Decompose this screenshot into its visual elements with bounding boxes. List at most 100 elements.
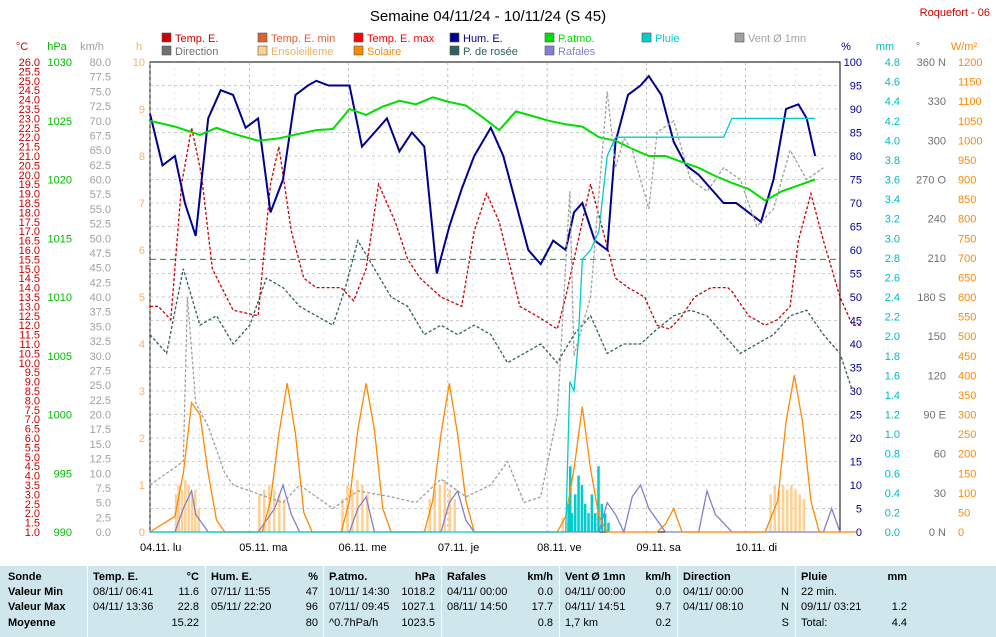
sunshine-bar	[197, 508, 200, 532]
stats-max-date: 07/11/ 09:45	[329, 601, 390, 613]
legend-swatch	[353, 45, 364, 56]
stats-max-value: 9.7	[655, 601, 671, 613]
tick-wind: 75.0	[90, 86, 111, 98]
sunshine-bar	[433, 489, 436, 532]
tick-temp: 5.5	[25, 442, 40, 454]
sunshine-bar	[794, 489, 797, 532]
tick-wind: 32.5	[90, 336, 111, 348]
tick-solar: 150	[958, 468, 976, 480]
tick-solar: 600	[958, 292, 976, 304]
tick-rain: 2.2	[885, 312, 900, 324]
tick-wind: 62.5	[90, 160, 111, 172]
tick-rain: 0.8	[885, 449, 900, 461]
stats-col-unit: km/h	[645, 571, 671, 583]
tick-wind: 2.5	[96, 512, 111, 524]
tick-wind: 55.0	[90, 204, 111, 216]
tick-solar: 1000	[958, 135, 982, 147]
stats-max-date: 04/11/ 08:10	[683, 601, 744, 613]
legend-swatch	[161, 32, 172, 43]
tick-temp: 10.0	[19, 358, 40, 370]
tick-hum: 95	[850, 81, 862, 93]
tick-hum: 100	[844, 57, 862, 69]
tick-wind: 20.0	[90, 410, 111, 422]
tick-sun: 4	[139, 339, 145, 351]
tick-rain: 4.0	[885, 135, 900, 147]
tick-wind: 27.5	[90, 365, 111, 377]
tick-temp: 6.0	[25, 433, 40, 445]
stats-min-value: 1018.2	[401, 586, 435, 598]
tick-temp: 16.0	[19, 245, 40, 257]
sunshine-bar	[785, 489, 789, 532]
tick-temp: 8.0	[25, 395, 40, 407]
x-tick-label: 06.11. me	[339, 542, 387, 554]
series-solaire	[149, 375, 857, 533]
tick-solar: 800	[958, 214, 976, 226]
tick-wind: 42.5	[90, 277, 111, 289]
stats-col-title: Vent Ø 1mn	[565, 571, 626, 583]
tick-wind: 52.5	[90, 219, 111, 231]
stats-table: Sonde Valeur Min Valeur Max Moyenne Temp. E.…	[0, 566, 996, 637]
legend-label: Temp. E.	[175, 33, 218, 45]
tick-temp: 3.0	[25, 489, 40, 501]
axis-unit-rain: mm	[876, 41, 894, 53]
rain-bar	[573, 494, 577, 532]
rain-bar	[607, 522, 610, 532]
stats-separator	[441, 566, 442, 637]
stats-avg-value: 1023.5	[401, 617, 435, 629]
stats-min-date: 04/11/ 00:00	[683, 586, 744, 598]
tick-temp: 12.0	[19, 320, 40, 332]
tick-pressure: 1005	[48, 351, 72, 363]
tick-temp: 1.0	[25, 527, 40, 539]
axis-unit-temp: °C	[16, 41, 28, 53]
axis-unit-wind: km/h	[80, 41, 104, 53]
tick-temp: 21.5	[19, 142, 40, 154]
tick-temp: 18.0	[19, 207, 40, 219]
tick-rain: 0.6	[885, 468, 900, 480]
tick-temp: 13.5	[19, 292, 40, 304]
tick-wind: 5.0	[96, 498, 111, 510]
tick-rain: 3.0	[885, 233, 900, 245]
tick-temp: 1.5	[25, 518, 40, 530]
tick-dir: 120	[928, 370, 946, 382]
tick-pressure: 1000	[48, 410, 72, 422]
stats-max-date: 09/11/ 03:21	[801, 601, 862, 613]
sunshine-bar	[187, 485, 190, 532]
stats-avg-date: ^0.7hPa/h	[329, 617, 379, 629]
sunshine-bar	[802, 499, 806, 532]
legend-swatch	[544, 32, 555, 43]
series-pluie	[150, 117, 816, 533]
rain-bar	[600, 503, 604, 532]
tick-solar: 650	[958, 272, 976, 284]
tick-hum: 65	[850, 222, 862, 234]
stats-max-value: 1.2	[891, 601, 907, 613]
sunshine-bar	[453, 499, 456, 532]
tick-temp: 2.5	[25, 499, 40, 511]
tick-temp: 17.5	[19, 217, 40, 229]
legend-swatch	[544, 45, 555, 56]
tick-pressure: 1025	[48, 116, 72, 128]
tick-dir: 0 N	[929, 527, 946, 539]
tick-hum: 90	[850, 104, 862, 116]
tick-solar: 1150	[958, 77, 982, 89]
tick-wind: 72.5	[90, 101, 111, 113]
tick-dir: 30	[934, 488, 946, 500]
tick-temp: 21.0	[19, 151, 40, 163]
tick-solar: 0	[958, 527, 964, 539]
tick-temp: 5.0	[25, 452, 40, 464]
tick-temp: 18.5	[19, 198, 40, 210]
stats-col-title: Hum. E.	[211, 571, 252, 583]
tick-solar: 900	[958, 175, 976, 187]
stats-sonde-title: Sonde	[8, 571, 42, 583]
rain-bar	[570, 513, 574, 532]
tick-temp: 19.5	[19, 179, 40, 191]
stats-col-unit: mm	[887, 571, 907, 583]
tick-temp: 20.0	[19, 170, 40, 182]
legend-label: Rafales	[558, 46, 596, 58]
tick-hum: 25	[850, 410, 862, 422]
tick-temp: 9.0	[25, 377, 40, 389]
sunshine-bar	[448, 489, 451, 532]
tick-hum: 70	[850, 198, 862, 210]
stats-max-date: 08/11/ 14:50	[447, 601, 508, 613]
sunshine-bar	[273, 489, 276, 532]
sunshine-bar	[174, 494, 178, 532]
